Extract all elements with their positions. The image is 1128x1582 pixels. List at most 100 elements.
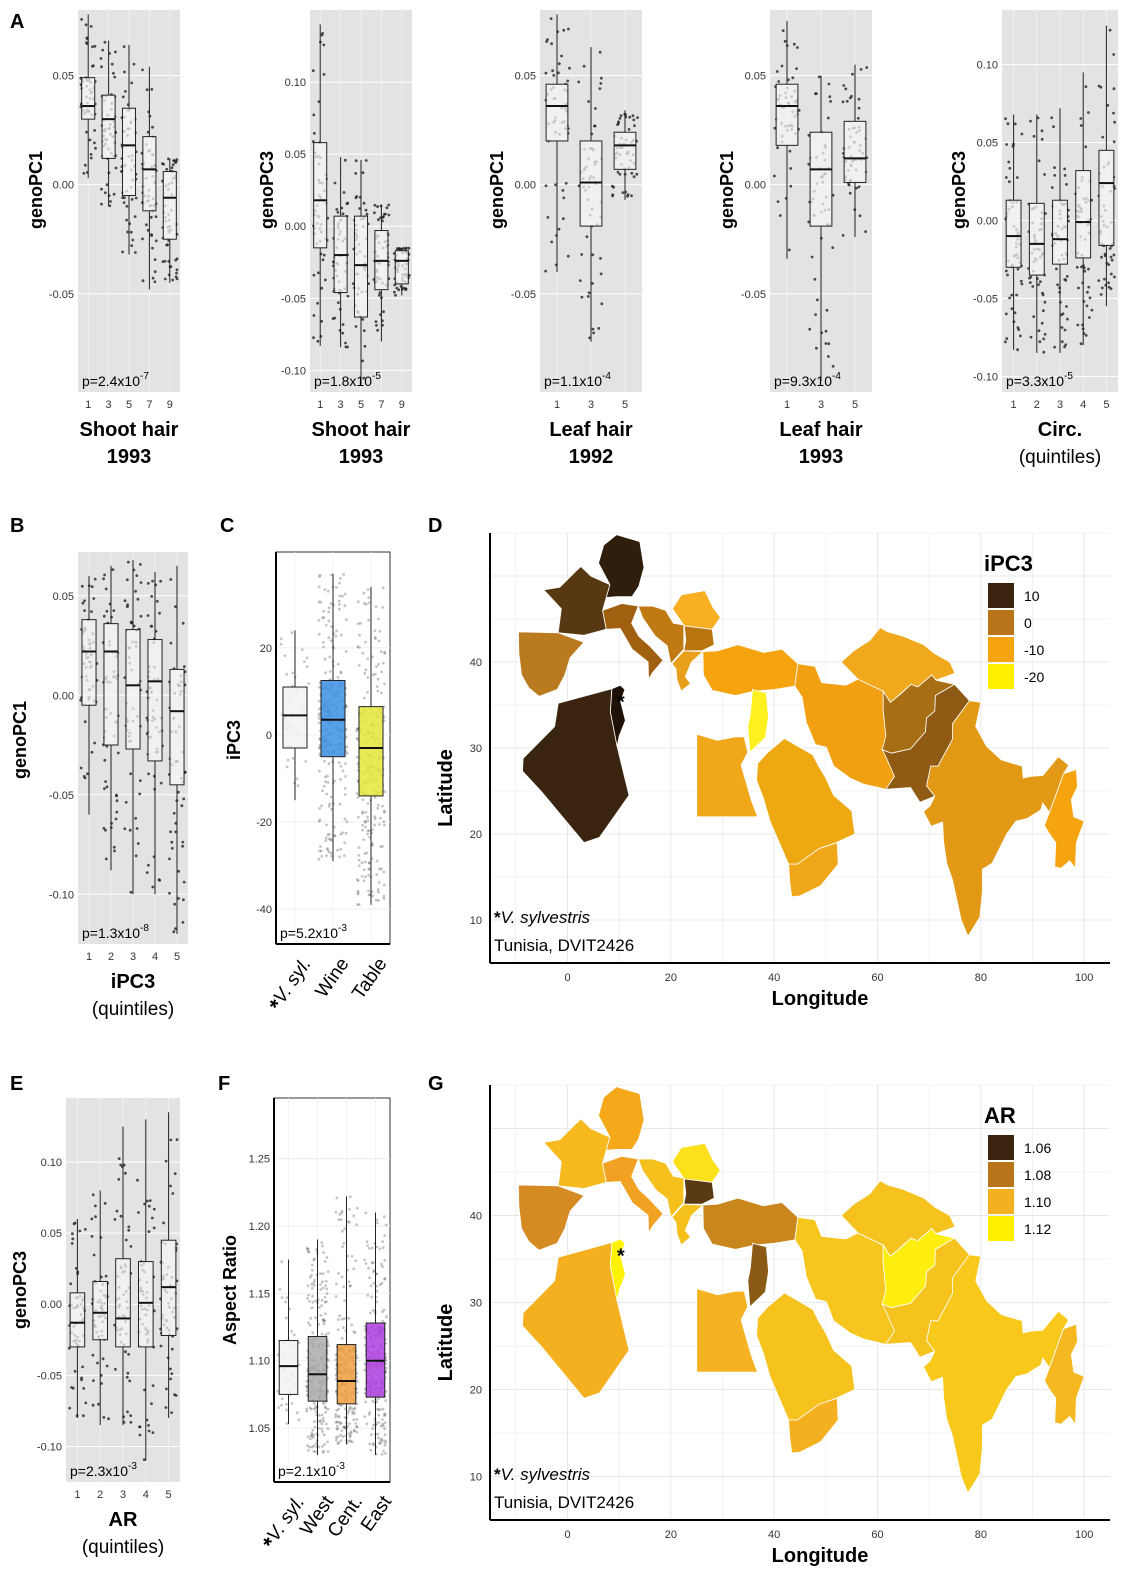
y-tick-label: 0.00 xyxy=(285,221,306,233)
box xyxy=(613,131,637,170)
data-point xyxy=(1019,334,1022,338)
x-tick-label: 1 xyxy=(85,399,91,411)
data-point xyxy=(103,40,107,44)
data-point xyxy=(151,276,155,280)
data-point xyxy=(364,159,368,162)
data-point xyxy=(104,780,107,783)
data-point xyxy=(341,1245,344,1249)
data-point xyxy=(372,1443,376,1447)
data-point xyxy=(383,1421,387,1424)
data-point xyxy=(305,1407,309,1411)
data-point xyxy=(385,206,389,210)
data-point xyxy=(1065,305,1068,308)
x-axis-label: Leaf hair xyxy=(549,419,633,441)
data-point xyxy=(128,1379,132,1383)
data-point xyxy=(357,854,361,857)
data-point xyxy=(153,270,157,274)
data-point xyxy=(311,1436,315,1439)
data-point xyxy=(312,1433,315,1437)
data-point xyxy=(320,1427,324,1431)
data-point xyxy=(374,605,378,608)
data-point xyxy=(92,1379,95,1382)
data-point xyxy=(121,250,124,254)
data-point xyxy=(1010,307,1014,311)
data-point xyxy=(132,62,136,66)
data-point xyxy=(361,651,365,655)
data-point xyxy=(330,625,333,628)
data-point xyxy=(1084,145,1088,149)
box xyxy=(843,120,867,183)
data-point xyxy=(96,1361,99,1365)
data-point xyxy=(175,1138,179,1141)
data-point xyxy=(1004,117,1007,120)
data-point xyxy=(129,1420,133,1424)
data-point xyxy=(382,809,386,813)
data-point xyxy=(159,579,163,583)
data-point xyxy=(366,1293,370,1297)
data-point xyxy=(1079,117,1083,120)
data-point xyxy=(364,1400,367,1404)
species-name: V. sylvestris xyxy=(501,908,591,927)
data-point xyxy=(773,126,777,130)
data-point xyxy=(326,781,330,784)
data-point xyxy=(1010,293,1014,297)
data-point xyxy=(380,1452,384,1456)
data-point xyxy=(561,189,565,192)
legend-label: 1.12 xyxy=(1024,1221,1051,1237)
data-point xyxy=(381,1246,385,1250)
data-point xyxy=(130,244,134,248)
data-point xyxy=(567,27,570,31)
data-point xyxy=(619,114,623,118)
data-point xyxy=(326,1427,330,1430)
data-point xyxy=(306,1297,309,1300)
data-point xyxy=(808,327,812,331)
data-point xyxy=(344,650,348,653)
data-point xyxy=(319,849,323,853)
tunisia-marker: * xyxy=(617,691,625,713)
data-point xyxy=(320,286,324,290)
data-point xyxy=(337,1407,340,1411)
data-point xyxy=(342,1425,346,1429)
data-point xyxy=(379,845,383,849)
legend-label: -10 xyxy=(1024,642,1044,658)
data-point xyxy=(827,355,830,358)
data-point xyxy=(306,1444,309,1447)
box xyxy=(125,629,141,750)
species-note: *V. sylvestris xyxy=(494,908,591,927)
data-point xyxy=(323,1405,327,1409)
data-point xyxy=(90,610,93,613)
data-point xyxy=(105,609,109,613)
data-point xyxy=(172,811,176,815)
data-point xyxy=(611,193,615,197)
data-point xyxy=(357,664,361,667)
data-point xyxy=(381,1407,385,1411)
data-point xyxy=(305,656,309,660)
data-point xyxy=(407,246,411,250)
data-point xyxy=(362,868,366,872)
data-point xyxy=(1008,180,1011,184)
data-point xyxy=(128,828,132,832)
data-point xyxy=(285,1408,288,1412)
data-point xyxy=(371,1399,375,1403)
data-point xyxy=(99,57,103,60)
data-point xyxy=(362,376,366,380)
data-point xyxy=(358,633,361,637)
data-point xyxy=(309,1407,313,1411)
data-point xyxy=(181,921,185,924)
data-point xyxy=(343,1426,347,1429)
data-point xyxy=(319,1419,323,1422)
data-point xyxy=(1085,304,1089,308)
data-point xyxy=(90,1217,94,1221)
data-point xyxy=(348,1221,351,1224)
data-point xyxy=(544,269,547,273)
data-point xyxy=(129,1414,133,1417)
data-point xyxy=(296,784,300,788)
data-point xyxy=(383,682,386,686)
data-point xyxy=(329,639,333,643)
data-point xyxy=(600,302,604,306)
data-point xyxy=(308,1323,312,1327)
x-tick-label: 0 xyxy=(564,972,570,984)
data-point xyxy=(631,114,635,118)
data-point xyxy=(841,100,845,104)
data-point xyxy=(72,1222,76,1226)
